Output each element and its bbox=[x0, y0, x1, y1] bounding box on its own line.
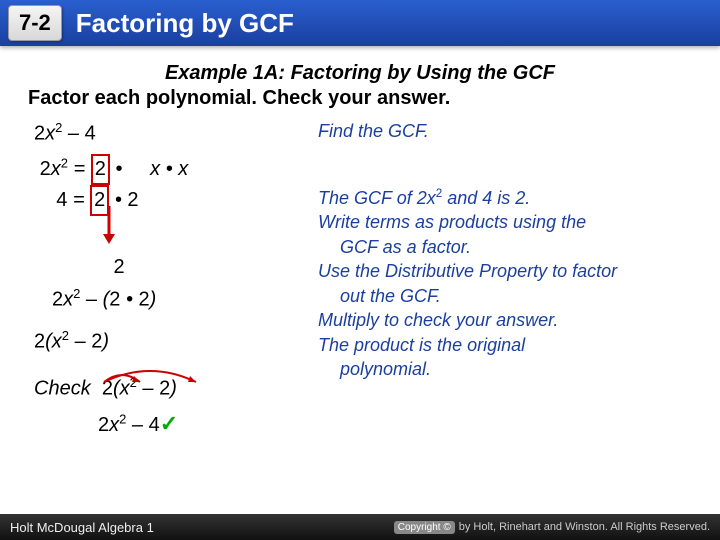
note-write-terms-2: GCF as a factor. bbox=[318, 236, 692, 259]
factor-line-1: 2x2 = 2 • x • x bbox=[34, 154, 308, 185]
footer-left: Holt McDougal Algebra 1 bbox=[10, 520, 154, 535]
lesson-number: 7-2 bbox=[19, 10, 51, 35]
note-multiply: Multiply to check your answer. bbox=[318, 309, 692, 332]
factorization-block: 2x2 = 2 • x • x 4 = 2 • 2 bbox=[34, 154, 308, 216]
check-label: Check bbox=[34, 378, 91, 400]
polynomial: 2x2 – 4 bbox=[34, 120, 308, 146]
copyright-badge: Copyright © bbox=[394, 521, 455, 534]
note-distributive-2: out the GCF. bbox=[318, 285, 692, 308]
left-column: 2x2 – 4 2x2 = 2 • x • x 4 = 2 • 2 2 2x2 … bbox=[28, 120, 308, 439]
note-write-terms: Write terms as products using the bbox=[318, 211, 692, 234]
note-product: The product is the original bbox=[318, 334, 692, 357]
footer-right: Copyright © by Holt, Rinehart and Winsto… bbox=[394, 521, 710, 534]
note-gcf-is: The GCF of 2x2 and 4 is 2. bbox=[318, 187, 692, 210]
lesson-number-box: 7-2 bbox=[8, 5, 62, 41]
right-column: Find the GCF. The GCF of 2x2 and 4 is 2.… bbox=[308, 120, 692, 439]
factor-line-2: 4 = 2 • 2 bbox=[34, 185, 308, 216]
gcf-result: 2 bbox=[34, 256, 204, 279]
instruction: Factor each polynomial. Check your answe… bbox=[28, 87, 692, 110]
step-factored: 2(x2 – 2) bbox=[34, 327, 308, 356]
content: Example 1A: Factoring by Using the GCF F… bbox=[0, 46, 720, 439]
footer-bar: Holt McDougal Algebra 1 Copyright © by H… bbox=[0, 514, 720, 540]
note-product-2: polynomial. bbox=[318, 358, 692, 381]
footer-copyright-text: by Holt, Rinehart and Winston. All Right… bbox=[459, 521, 710, 533]
check-result: 2x2 – 4✓ bbox=[34, 409, 308, 439]
gcf-arrow-icon bbox=[101, 206, 121, 246]
note-find-gcf: Find the GCF. bbox=[318, 120, 692, 143]
header-bar: 7-2 Factoring by GCF bbox=[0, 0, 720, 46]
check-line: Check 2(x2 – 2) bbox=[34, 374, 308, 403]
header-title: Factoring by GCF bbox=[76, 8, 294, 39]
checkmark-icon: ✓ bbox=[160, 411, 178, 436]
step-rewrite: 2x2 – (2 • 2) bbox=[34, 285, 308, 314]
check-arc-2-icon bbox=[100, 364, 220, 386]
note-distributive: Use the Distributive Property to factor bbox=[318, 260, 692, 283]
boxed-gcf-1: 2 bbox=[91, 154, 110, 185]
example-title: Example 1A: Factoring by Using the GCF bbox=[28, 62, 692, 85]
